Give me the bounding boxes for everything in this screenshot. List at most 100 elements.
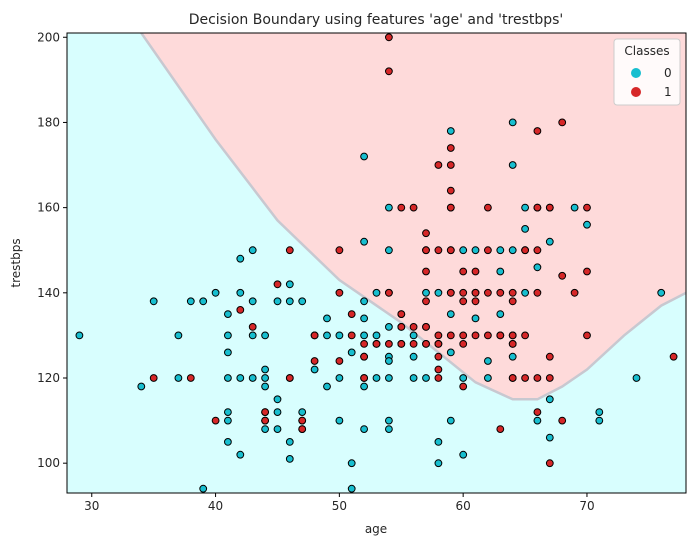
data-point-class-0 [372,374,381,382]
data-point-class-1 [583,203,591,212]
data-point-class-0 [298,297,307,306]
data-point-class-1 [533,288,542,297]
data-point-class-0 [372,331,381,340]
data-point-class-0 [75,331,84,340]
decision-boundary-line [140,33,686,401]
data-point-class-0 [285,297,294,306]
data-point-class-0 [199,297,208,306]
data-point-class-1 [434,340,443,348]
data-point-class-1 [422,246,430,255]
data-point-class-1 [508,331,517,340]
data-point-class-0 [496,246,505,255]
data-point-class-0 [385,357,393,365]
data-point-class-0 [459,450,468,459]
data-point-class-0 [385,425,393,434]
y-axis-label: trestbps [9,238,23,287]
data-point-class-1 [261,408,270,417]
data-point-class-1 [397,340,406,348]
data-point-class-1 [545,374,554,382]
data-point-class-0 [224,374,232,382]
data-point-class-0 [236,450,245,459]
data-point-class-1 [496,425,505,434]
data-point-class-0 [471,246,480,255]
data-point-class-0 [224,348,232,357]
data-point-class-1 [459,297,468,306]
data-point-class-1 [434,331,443,340]
data-point-class-0 [570,203,579,212]
data-point-class-0 [533,416,542,425]
data-point-class-1 [298,416,307,425]
data-point-class-0 [496,310,505,319]
data-point-class-0 [335,416,344,425]
data-point-class-0 [211,288,220,297]
data-point-class-1 [211,416,220,425]
legend-box [613,38,681,106]
data-point-class-0 [385,323,393,331]
data-point-class-1 [409,323,418,331]
data-point-class-1 [471,297,480,306]
data-point-class-0 [224,310,232,319]
data-point-class-1 [446,144,455,152]
data-point-class-1 [521,331,529,340]
data-point-class-0 [174,331,183,340]
x-tick-label: 30 [84,499,99,513]
y-axis-ticks: 100 120 140 160 180 200 [37,30,67,470]
data-point-class-0 [545,395,554,404]
data-point-class-0 [372,288,381,297]
data-point-class-0 [149,297,158,306]
data-point-class-1 [372,340,381,348]
data-point-class-1 [434,161,443,169]
data-point-class-0 [347,484,356,493]
data-point-class-0 [409,374,418,382]
data-point-class-0 [261,382,270,391]
data-point-class-1 [446,186,455,195]
data-point-class-0 [174,374,183,382]
legend-marker-class-0 [631,68,641,78]
data-point-class-1 [422,297,430,306]
data-point-class-1 [558,118,567,127]
data-point-class-1 [385,288,393,297]
data-point-class-0 [595,408,604,417]
data-point-class-0 [285,280,294,289]
data-point-class-1 [446,161,455,169]
data-point-class-1 [149,374,158,382]
data-point-class-1 [533,127,542,135]
data-point-class-1 [521,374,529,382]
data-point-class-1 [446,246,455,255]
data-point-class-0 [459,246,468,255]
data-point-class-1 [521,246,529,255]
legend: Classes 0 1 [613,38,681,106]
data-point-class-0 [347,459,356,468]
data-point-class-1 [484,246,492,255]
data-point-class-1 [397,310,406,319]
data-point-class-0 [323,331,331,340]
data-point-class-0 [446,416,455,425]
data-point-class-0 [323,314,331,323]
data-point-class-0 [236,374,245,382]
data-point-class-1 [347,331,356,340]
data-point-class-0 [236,288,245,297]
data-point-class-0 [385,416,393,425]
data-point-class-1 [484,288,492,297]
data-point-class-0 [335,331,344,340]
data-point-class-0 [632,374,641,382]
x-tick-label: 50 [332,499,347,513]
data-point-class-0 [323,382,331,391]
data-point-class-1 [335,357,344,365]
data-point-class-0 [273,395,282,404]
data-point-class-0 [360,425,369,434]
data-point-class-1 [459,382,468,391]
data-point-class-1 [570,288,579,297]
data-point-class-1 [335,288,344,297]
data-point-class-1 [471,288,480,297]
data-point-class-0 [347,348,356,357]
data-point-class-0 [521,203,529,212]
data-point-class-1 [446,331,455,340]
data-point-class-0 [583,220,591,229]
data-point-class-1 [385,340,393,348]
data-point-class-1 [446,288,455,297]
x-tick-label: 40 [208,499,223,513]
data-point-class-1 [422,267,430,276]
data-point-class-1 [360,352,369,361]
